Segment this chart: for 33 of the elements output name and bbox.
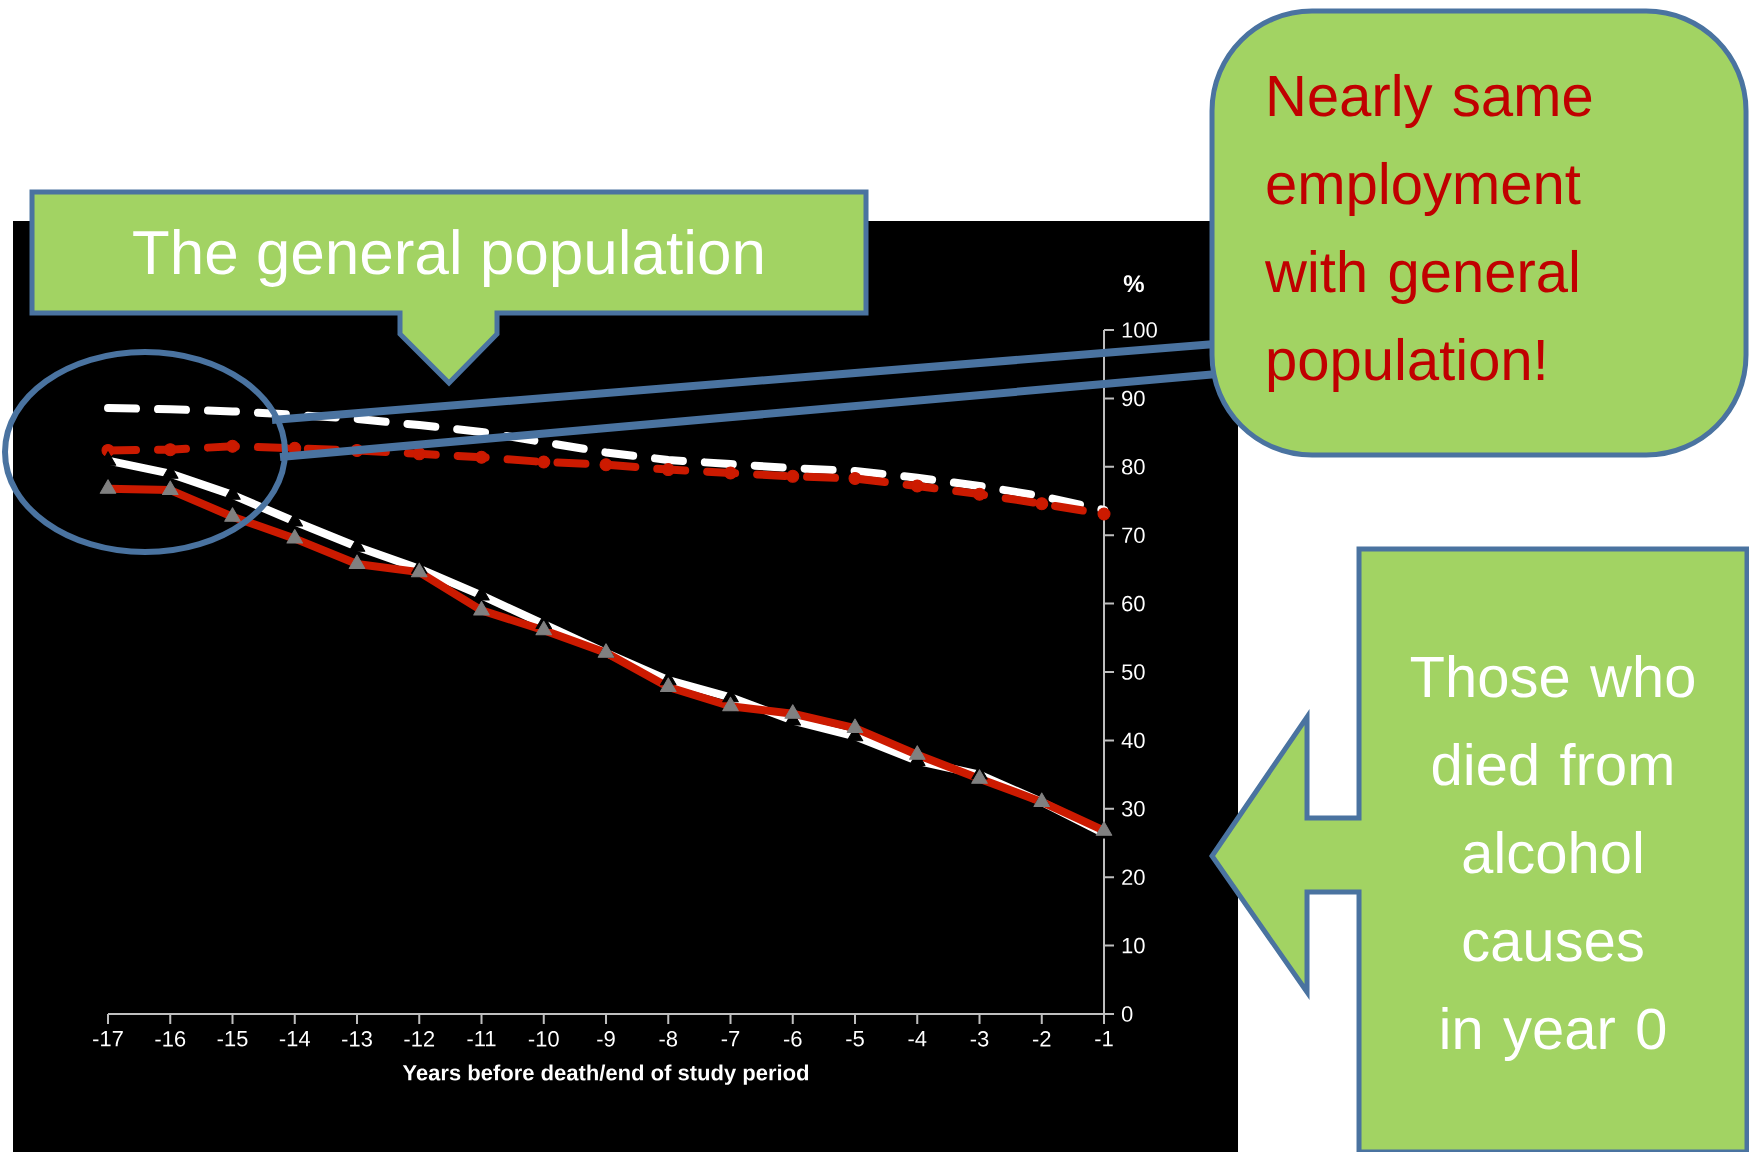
y-tick-label: 90 [1122,390,1145,407]
x-tick-label: -2 [1032,1031,1051,1047]
x-tick-label: -16 [155,1031,186,1047]
x-tick-label: -13 [342,1031,372,1047]
x-tick-label: -8 [659,1031,678,1047]
x-tick-label: -10 [528,1031,559,1047]
y-tick-label: 20 [1122,869,1145,885]
x-axis-title: Years before death/end of study period [402,1064,809,1085]
y-tick-label: 60 [1122,595,1145,612]
x-tick-label: -1 [1095,1031,1113,1047]
x-tick-label: -3 [970,1031,989,1047]
x-tick-label: -17 [93,1031,123,1047]
y-axis-title: % [1123,275,1144,293]
y-tick-label: 70 [1122,527,1145,543]
x-tick-label: -14 [279,1031,310,1047]
x-tick-label: -6 [783,1031,802,1047]
text: Nearly same employment with general population! [1264,73,1592,393]
y-tick-label: 50 [1121,664,1145,680]
x-tick-label: -5 [846,1031,864,1047]
x-tick-label: -9 [597,1031,615,1047]
x-tick-label: -7 [721,1031,740,1047]
text: Those who died from alcohol causes in year 0 [1410,654,1694,1062]
text: The general population [133,229,762,287]
y-tick-label: 40 [1121,732,1145,749]
y-tick-label: 0 [1121,1006,1133,1022]
y-tick-label: 100 [1122,322,1157,338]
x-tick-label: -11 [467,1031,496,1047]
y-tick-label: 80 [1122,459,1145,475]
y-tick-label: 10 [1122,937,1145,954]
y-tick-label: 30 [1121,801,1145,817]
x-tick-label: -15 [217,1031,248,1047]
x-tick-label: -12 [404,1031,435,1047]
x-tick-label: -4 [908,1031,927,1047]
